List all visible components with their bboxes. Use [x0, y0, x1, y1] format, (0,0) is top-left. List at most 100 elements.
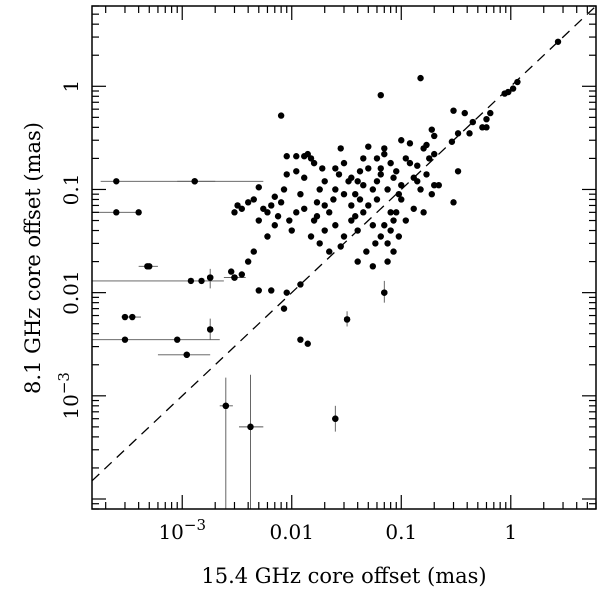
data-point: [301, 205, 308, 212]
data-point: [466, 130, 473, 137]
data-point: [271, 222, 278, 229]
data-point: [321, 227, 328, 234]
x-tick-label: 1: [504, 520, 517, 544]
data-point: [255, 287, 262, 294]
data-point: [387, 159, 394, 167]
data-point: [406, 140, 414, 147]
data-point: [280, 305, 288, 312]
data-point: [297, 190, 304, 198]
data-point: [373, 196, 381, 203]
data-point: [414, 162, 421, 169]
data-point: [288, 227, 295, 234]
data-point: [343, 316, 351, 323]
data-point: [377, 233, 384, 240]
x-tick-label: 0.1: [385, 520, 417, 544]
data-point: [277, 199, 285, 206]
data-point: [398, 137, 405, 144]
data-point: [387, 209, 394, 216]
data-point: [307, 233, 315, 240]
data-point: [450, 199, 457, 206]
data-point: [316, 186, 323, 193]
data-point: [420, 145, 427, 152]
data-point: [332, 186, 339, 193]
data-point: [313, 213, 321, 220]
data-point: [228, 268, 235, 275]
x-tick-label: 0.01: [269, 520, 314, 544]
data-point: [255, 217, 262, 224]
data-point: [280, 186, 288, 193]
data-point: [461, 109, 468, 117]
data-point: [431, 150, 438, 158]
data-point: [554, 38, 562, 45]
data-point: [206, 274, 214, 281]
data-point: [264, 209, 271, 216]
data-point: [250, 248, 257, 255]
data-point: [293, 168, 300, 175]
data-point: [387, 227, 394, 234]
data-point: [354, 227, 361, 234]
data-point: [354, 258, 361, 265]
data-point: [487, 109, 494, 117]
data-point: [301, 153, 308, 160]
data-point: [377, 171, 384, 178]
data-point: [369, 186, 377, 193]
data-point: [356, 168, 364, 175]
data-point: [393, 209, 400, 216]
data-point: [428, 190, 435, 198]
y-tick-label: 1: [59, 80, 83, 93]
data-point: [365, 165, 372, 172]
data-point: [121, 313, 129, 321]
data-point: [255, 184, 262, 191]
data-point: [319, 165, 326, 172]
data-point: [332, 222, 339, 229]
data-point: [234, 202, 241, 209]
x-tick-label: 10−3: [158, 516, 206, 544]
data-point: [384, 240, 391, 247]
data-point: [381, 222, 388, 229]
data-point: [417, 74, 424, 82]
data-point: [431, 181, 438, 189]
data-point: [121, 336, 129, 343]
data-point: [187, 277, 195, 285]
tick-label-layer: 10−3 0.01 0.1 1 10−3 0.01 0.1 1: [55, 80, 517, 544]
data-point: [283, 153, 290, 160]
data-point: [469, 118, 477, 126]
data-point: [395, 233, 403, 240]
data-point: [369, 263, 377, 270]
data-point: [381, 150, 388, 158]
data-point: [417, 186, 424, 193]
data-point: [398, 181, 405, 189]
data-point: [238, 271, 246, 278]
data-point: [369, 222, 377, 229]
data-point: [301, 174, 308, 181]
data-point: [174, 336, 181, 343]
data-point: [340, 233, 348, 240]
error-bar-layer: [92, 180, 385, 509]
data-point: [326, 248, 333, 255]
data-point: [428, 126, 435, 133]
data-point: [250, 196, 257, 203]
data-point: [310, 159, 318, 167]
data-point: [381, 289, 388, 296]
data-point: [384, 186, 391, 193]
data-point: [372, 240, 379, 247]
data-point: [509, 85, 517, 92]
y-axis-label: 8.1 GHz core offset (mas): [21, 122, 45, 394]
data-point: [348, 202, 355, 209]
data-point: [332, 415, 339, 422]
data-point: [335, 171, 343, 178]
data-point: [356, 196, 364, 203]
data-point: [348, 217, 355, 224]
data-point: [316, 240, 323, 247]
data-point: [420, 209, 427, 216]
data-point: [454, 168, 462, 175]
data-point: [454, 130, 462, 137]
data-point: [390, 217, 397, 224]
data-point: [448, 138, 456, 145]
data-point: [330, 196, 337, 203]
data-point: [231, 274, 238, 281]
data-point: [390, 248, 397, 255]
data-point: [377, 91, 384, 99]
data-point: [352, 190, 359, 198]
